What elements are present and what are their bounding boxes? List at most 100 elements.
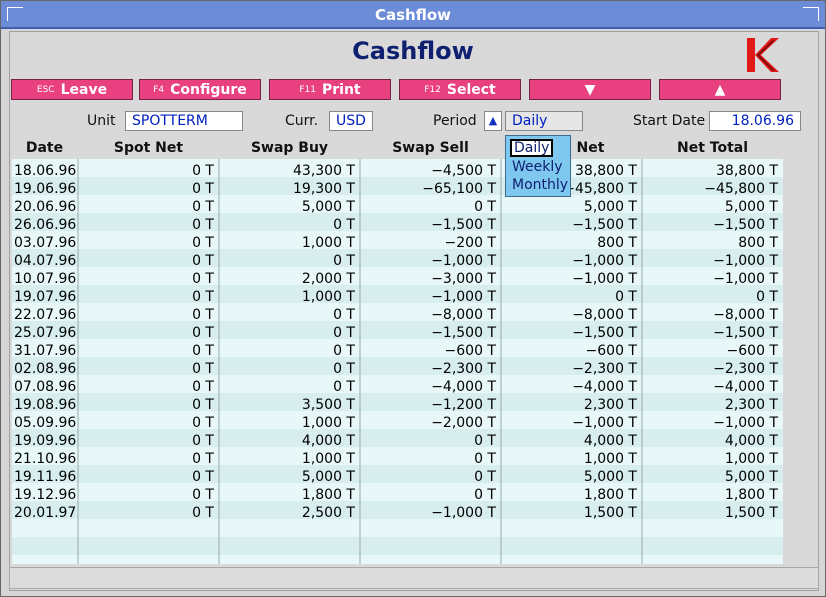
table-cell-date[interactable]: 19.07.96 <box>14 289 77 305</box>
start-date-field[interactable]: 18.06.96 <box>709 111 801 131</box>
table-cell-spot-net[interactable]: 0 T <box>192 433 214 449</box>
table-cell-net[interactable]: −1,000 T <box>572 271 637 287</box>
table-cell-swap-sell[interactable]: −2,000 T <box>431 415 496 431</box>
table-cell-net-total[interactable]: 1,500 T <box>724 505 778 521</box>
table-cell-net[interactable]: −600 T <box>585 343 637 359</box>
table-cell-net-total[interactable]: −600 T <box>726 343 778 359</box>
table-cell-swap-buy[interactable]: 0 T <box>333 343 355 359</box>
table-cell-date[interactable]: 19.09.96 <box>14 433 77 449</box>
table-cell-net[interactable]: 4,000 T <box>583 433 637 449</box>
table-cell-swap-sell[interactable]: −1,000 T <box>431 289 496 305</box>
table-cell-swap-buy[interactable]: 5,000 T <box>301 199 355 215</box>
table-cell-net[interactable]: 5,000 T <box>583 199 637 215</box>
table-cell-swap-buy[interactable]: 3,500 T <box>301 397 355 413</box>
table-cell-net-total[interactable]: −4,000 T <box>713 379 778 395</box>
table-cell-date[interactable]: 26.06.96 <box>14 217 77 233</box>
table-cell-net[interactable]: 0 T <box>615 289 637 305</box>
table-cell-date[interactable]: 19.11.96 <box>14 469 77 485</box>
table-cell-swap-buy[interactable]: 0 T <box>333 253 355 269</box>
leave-button[interactable]: ESC Leave <box>11 79 133 100</box>
unit-field[interactable]: SPOTTERM <box>125 111 243 131</box>
table-cell-swap-sell[interactable]: −600 T <box>444 343 496 359</box>
table-cell-swap-sell[interactable]: −1,500 T <box>431 325 496 341</box>
table-cell-swap-buy[interactable]: 1,000 T <box>301 289 355 305</box>
table-cell-swap-sell[interactable]: −1,500 T <box>431 217 496 233</box>
period-field[interactable]: Daily <box>505 111 583 131</box>
table-cell-spot-net[interactable]: 0 T <box>192 451 214 467</box>
table-cell-spot-net[interactable]: 0 T <box>192 415 214 431</box>
table-cell-net[interactable]: −8,000 T <box>572 307 637 323</box>
table-cell-swap-buy[interactable]: 0 T <box>333 217 355 233</box>
table-cell-net[interactable]: 1,500 T <box>583 505 637 521</box>
table-cell-net[interactable]: 5,000 T <box>583 469 637 485</box>
table-cell-net[interactable]: 1,000 T <box>583 451 637 467</box>
table-cell-date[interactable]: 18.06.96 <box>14 163 77 179</box>
table-cell-date[interactable]: 22.07.96 <box>14 307 77 323</box>
table-cell-swap-buy[interactable]: 0 T <box>333 379 355 395</box>
table-cell-swap-buy[interactable]: 1,800 T <box>301 487 355 503</box>
table-cell-swap-sell[interactable]: −4,500 T <box>431 163 496 179</box>
table-cell-net-total[interactable]: 4,000 T <box>724 433 778 449</box>
scroll-up-button[interactable]: ▲ <box>659 79 781 100</box>
table-cell-swap-buy[interactable]: 5,000 T <box>301 469 355 485</box>
table-cell-swap-sell[interactable]: 0 T <box>474 451 496 467</box>
table-cell-swap-sell[interactable]: −1,000 T <box>431 505 496 521</box>
table-cell-spot-net[interactable]: 0 T <box>192 235 214 251</box>
table-cell-swap-sell[interactable]: 0 T <box>474 199 496 215</box>
table-cell-date[interactable]: 04.07.96 <box>14 253 77 269</box>
table-cell-swap-buy[interactable]: 1,000 T <box>301 235 355 251</box>
table-cell-net[interactable]: 38,800 T <box>575 163 637 179</box>
table-cell-spot-net[interactable]: 0 T <box>192 199 214 215</box>
currency-field[interactable]: USD <box>329 111 373 131</box>
period-dropdown[interactable]: Daily Weekly Monthly <box>505 135 571 197</box>
table-cell-swap-sell[interactable]: −8,000 T <box>431 307 496 323</box>
table-cell-spot-net[interactable]: 0 T <box>192 181 214 197</box>
table-cell-date[interactable]: 05.09.96 <box>14 415 77 431</box>
table-cell-net[interactable]: −45,800 T <box>563 181 637 197</box>
table-cell-net-total[interactable]: 800 T <box>738 235 778 251</box>
table-cell-net[interactable]: −1,500 T <box>572 217 637 233</box>
table-cell-date[interactable]: 07.08.96 <box>14 379 77 395</box>
table-cell-swap-sell[interactable]: 0 T <box>474 433 496 449</box>
table-cell-net-total[interactable]: 2,300 T <box>724 397 778 413</box>
table-cell-net[interactable]: 2,300 T <box>583 397 637 413</box>
table-cell-net[interactable]: 1,800 T <box>583 487 637 503</box>
table-cell-date[interactable]: 20.01.97 <box>14 505 77 521</box>
table-cell-spot-net[interactable]: 0 T <box>192 343 214 359</box>
table-cell-swap-sell[interactable]: −200 T <box>444 235 496 251</box>
table-cell-date[interactable]: 10.07.96 <box>14 271 77 287</box>
table-cell-swap-sell[interactable]: −1,200 T <box>431 397 496 413</box>
table-cell-spot-net[interactable]: 0 T <box>192 163 214 179</box>
table-cell-net-total[interactable]: 38,800 T <box>716 163 778 179</box>
configure-button[interactable]: F4 Configure <box>139 79 261 100</box>
table-cell-net-total[interactable]: −1,500 T <box>713 325 778 341</box>
table-cell-net[interactable]: −4,000 T <box>572 379 637 395</box>
table-cell-net-total[interactable]: −1,000 T <box>713 415 778 431</box>
table-cell-net-total[interactable]: 5,000 T <box>724 199 778 215</box>
table-cell-swap-buy[interactable]: 19,300 T <box>293 181 355 197</box>
table-cell-date[interactable]: 19.12.96 <box>14 487 77 503</box>
table-cell-date[interactable]: 21.10.96 <box>14 451 77 467</box>
table-cell-swap-buy[interactable]: 0 T <box>333 325 355 341</box>
table-cell-net-total[interactable]: 0 T <box>756 289 778 305</box>
table-cell-swap-buy[interactable]: 0 T <box>333 307 355 323</box>
table-cell-net-total[interactable]: 1,000 T <box>724 451 778 467</box>
table-cell-date[interactable]: 20.06.96 <box>14 199 77 215</box>
table-cell-net-total[interactable]: −45,800 T <box>704 181 778 197</box>
table-cell-swap-buy[interactable]: 0 T <box>333 361 355 377</box>
select-button[interactable]: F12 Select <box>399 79 521 100</box>
table-cell-date[interactable]: 19.08.96 <box>14 397 77 413</box>
period-option-daily[interactable]: Daily <box>510 139 554 157</box>
table-cell-swap-buy[interactable]: 1,000 T <box>301 415 355 431</box>
table-cell-date[interactable]: 31.07.96 <box>14 343 77 359</box>
table-cell-net[interactable]: −1,000 T <box>572 253 637 269</box>
table-cell-net-total[interactable]: −1,000 T <box>713 253 778 269</box>
title-bar[interactable]: Cashflow <box>1 1 825 29</box>
table-cell-net-total[interactable]: −1,000 T <box>713 271 778 287</box>
table-cell-net[interactable]: 800 T <box>597 235 637 251</box>
table-cell-spot-net[interactable]: 0 T <box>192 253 214 269</box>
table-cell-date[interactable]: 25.07.96 <box>14 325 77 341</box>
table-cell-swap-sell[interactable]: −3,000 T <box>431 271 496 287</box>
window-menu-icon[interactable] <box>7 7 23 21</box>
table-cell-spot-net[interactable]: 0 T <box>192 397 214 413</box>
